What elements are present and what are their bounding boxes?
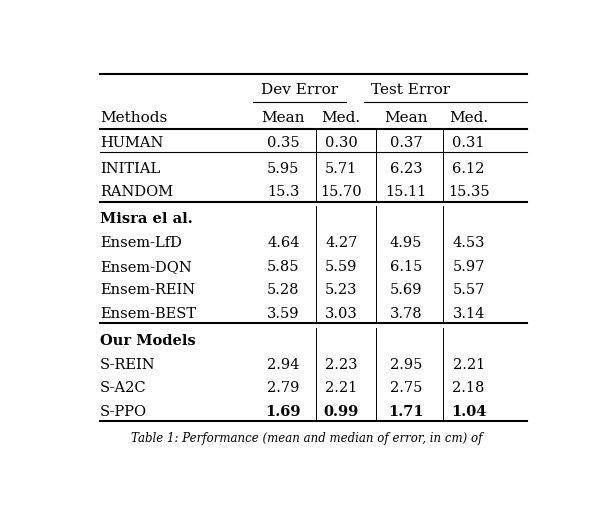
Text: 3.03: 3.03	[325, 306, 358, 320]
Text: Methods: Methods	[100, 110, 167, 125]
Text: 6.12: 6.12	[453, 161, 485, 176]
Text: 2.94: 2.94	[267, 357, 300, 371]
Text: 4.27: 4.27	[325, 236, 358, 249]
Text: 0.99: 0.99	[324, 404, 359, 418]
Text: Test Error: Test Error	[371, 83, 450, 97]
Text: 5.95: 5.95	[267, 161, 300, 176]
Text: 0.30: 0.30	[325, 135, 358, 150]
Text: 6.23: 6.23	[390, 161, 422, 176]
Text: 5.69: 5.69	[390, 282, 422, 297]
Text: Ensem-LfD: Ensem-LfD	[100, 236, 182, 249]
Text: Misra el al.: Misra el al.	[100, 212, 193, 225]
Text: 1.69: 1.69	[266, 404, 301, 418]
Text: 5.23: 5.23	[325, 282, 358, 297]
Text: 2.75: 2.75	[390, 380, 422, 394]
Text: 15.3: 15.3	[267, 185, 300, 199]
Text: 15.70: 15.70	[321, 185, 362, 199]
Text: 2.79: 2.79	[267, 380, 300, 394]
Text: Med.: Med.	[449, 110, 488, 125]
Text: Mean: Mean	[385, 110, 428, 125]
Text: 2.21: 2.21	[325, 380, 358, 394]
Text: Ensem-DQN: Ensem-DQN	[100, 259, 192, 273]
Text: 2.21: 2.21	[453, 357, 485, 371]
Text: Table 1: Performance (mean and median of error, in cm) of: Table 1: Performance (mean and median of…	[131, 432, 482, 444]
Text: 2.23: 2.23	[325, 357, 358, 371]
Text: 5.28: 5.28	[267, 282, 300, 297]
Text: 3.78: 3.78	[390, 306, 422, 320]
Text: S-PPO: S-PPO	[100, 404, 147, 418]
Text: 5.71: 5.71	[325, 161, 358, 176]
Text: 3.59: 3.59	[267, 306, 300, 320]
Text: Ensem-REIN: Ensem-REIN	[100, 282, 196, 297]
Text: 0.31: 0.31	[453, 135, 485, 150]
Text: 2.95: 2.95	[390, 357, 422, 371]
Text: 0.37: 0.37	[390, 135, 422, 150]
Text: 1.04: 1.04	[451, 404, 486, 418]
Text: 5.97: 5.97	[453, 259, 485, 273]
Text: 2.18: 2.18	[453, 380, 485, 394]
Text: RANDOM: RANDOM	[100, 185, 173, 199]
Text: Ensem-BEST: Ensem-BEST	[100, 306, 196, 320]
Text: Our Models: Our Models	[100, 333, 196, 347]
Text: S-A2C: S-A2C	[100, 380, 147, 394]
Text: Med.: Med.	[322, 110, 361, 125]
Text: 5.59: 5.59	[325, 259, 358, 273]
Text: 1.71: 1.71	[388, 404, 424, 418]
Text: 0.35: 0.35	[267, 135, 300, 150]
Text: 15.35: 15.35	[448, 185, 490, 199]
Text: HUMAN: HUMAN	[100, 135, 164, 150]
Text: Dev Error: Dev Error	[261, 83, 338, 97]
Text: INITIAL: INITIAL	[100, 161, 160, 176]
Text: 4.95: 4.95	[390, 236, 422, 249]
Text: 3.14: 3.14	[453, 306, 485, 320]
Text: 5.57: 5.57	[453, 282, 485, 297]
Text: 4.53: 4.53	[453, 236, 485, 249]
Text: 4.64: 4.64	[267, 236, 300, 249]
Text: 6.15: 6.15	[390, 259, 422, 273]
Text: 15.11: 15.11	[386, 185, 427, 199]
Text: Mean: Mean	[261, 110, 305, 125]
Text: S-REIN: S-REIN	[100, 357, 156, 371]
Text: 5.85: 5.85	[267, 259, 300, 273]
